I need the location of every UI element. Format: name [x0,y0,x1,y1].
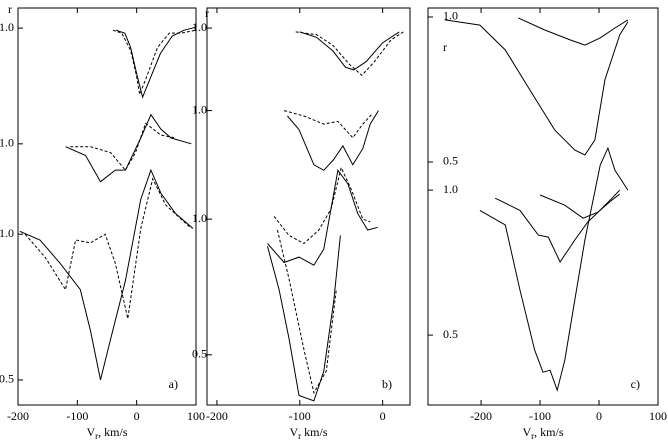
y-tick-label: 1.0 [192,211,207,225]
panel-frame [427,7,659,406]
y-tick-label: 0.5 [0,372,14,386]
x-tick-label: -200 [7,409,29,423]
x-label-rest: , km/s [98,425,128,439]
panel-frame [17,7,197,406]
x-axis-label: Vr, km/s [86,425,127,441]
x-tick-label: -100 [529,409,551,423]
panel-label: b) [382,377,392,391]
solid-profile [445,19,629,156]
y-axis-label: r [205,6,209,20]
x-tick-label: 0 [380,409,386,423]
x-axis-label: Vr, km/s [522,425,563,441]
y-tick-label: 1.0 [0,136,14,150]
solid-profile [287,110,379,171]
x-label-rest: km/s [301,425,328,439]
solid-profile [539,193,621,219]
solid-profile [479,146,629,392]
x-axis-label: Vr km/s [289,425,327,441]
solid-profile [115,26,197,99]
x-tick-label: -200 [470,409,492,423]
dashed-profile [24,177,192,319]
panel-label: a) [169,377,178,391]
x-tick-label: 0 [134,409,140,423]
x-tick-label: -100 [66,409,88,423]
solid-profile [65,113,192,183]
solid-profile [267,169,378,266]
solid-profile [299,31,400,71]
x-label-main: V [522,425,531,439]
x-tick-label: -100 [289,409,311,423]
y-tick-label: 1.0 [443,9,458,23]
dashed-profile [112,29,197,97]
x-tick-label: 0 [596,409,602,423]
dashed-profile [276,229,337,395]
x-label-sub: r [531,431,534,441]
x-tick-label: 100 [649,409,667,423]
x-tick-label: -200 [206,409,228,423]
x-label-rest: , km/s [534,425,564,439]
panel-label: c) [631,377,640,391]
y-tick-label: 1.0 [192,102,207,116]
solid-profile [19,168,194,381]
y-tick-label: 0.5 [443,154,458,168]
y-axis-label: r [8,2,12,16]
y-tick-label: 1.0 [192,20,207,34]
x-label-main: V [289,425,298,439]
x-label-main: V [86,425,95,439]
y-axis-label: r [443,40,447,54]
dashed-profile [70,122,176,171]
y-tick-label: 0.5 [192,347,207,361]
dashed-profile [273,166,371,245]
y-tick-label: 1.0 [0,226,14,240]
solid-profile [494,189,621,264]
y-tick-label: 0.5 [443,327,458,341]
solid-profile [517,17,629,46]
y-tick-label: 1.0 [443,182,458,196]
solid-profile [267,235,341,402]
x-tick-label: 100 [187,409,205,423]
x-label-sub: r [298,431,301,441]
dashed-profile [283,110,374,139]
panel-frame [206,7,411,406]
y-tick-label: 1.0 [0,20,14,34]
x-label-sub: r [95,431,98,441]
